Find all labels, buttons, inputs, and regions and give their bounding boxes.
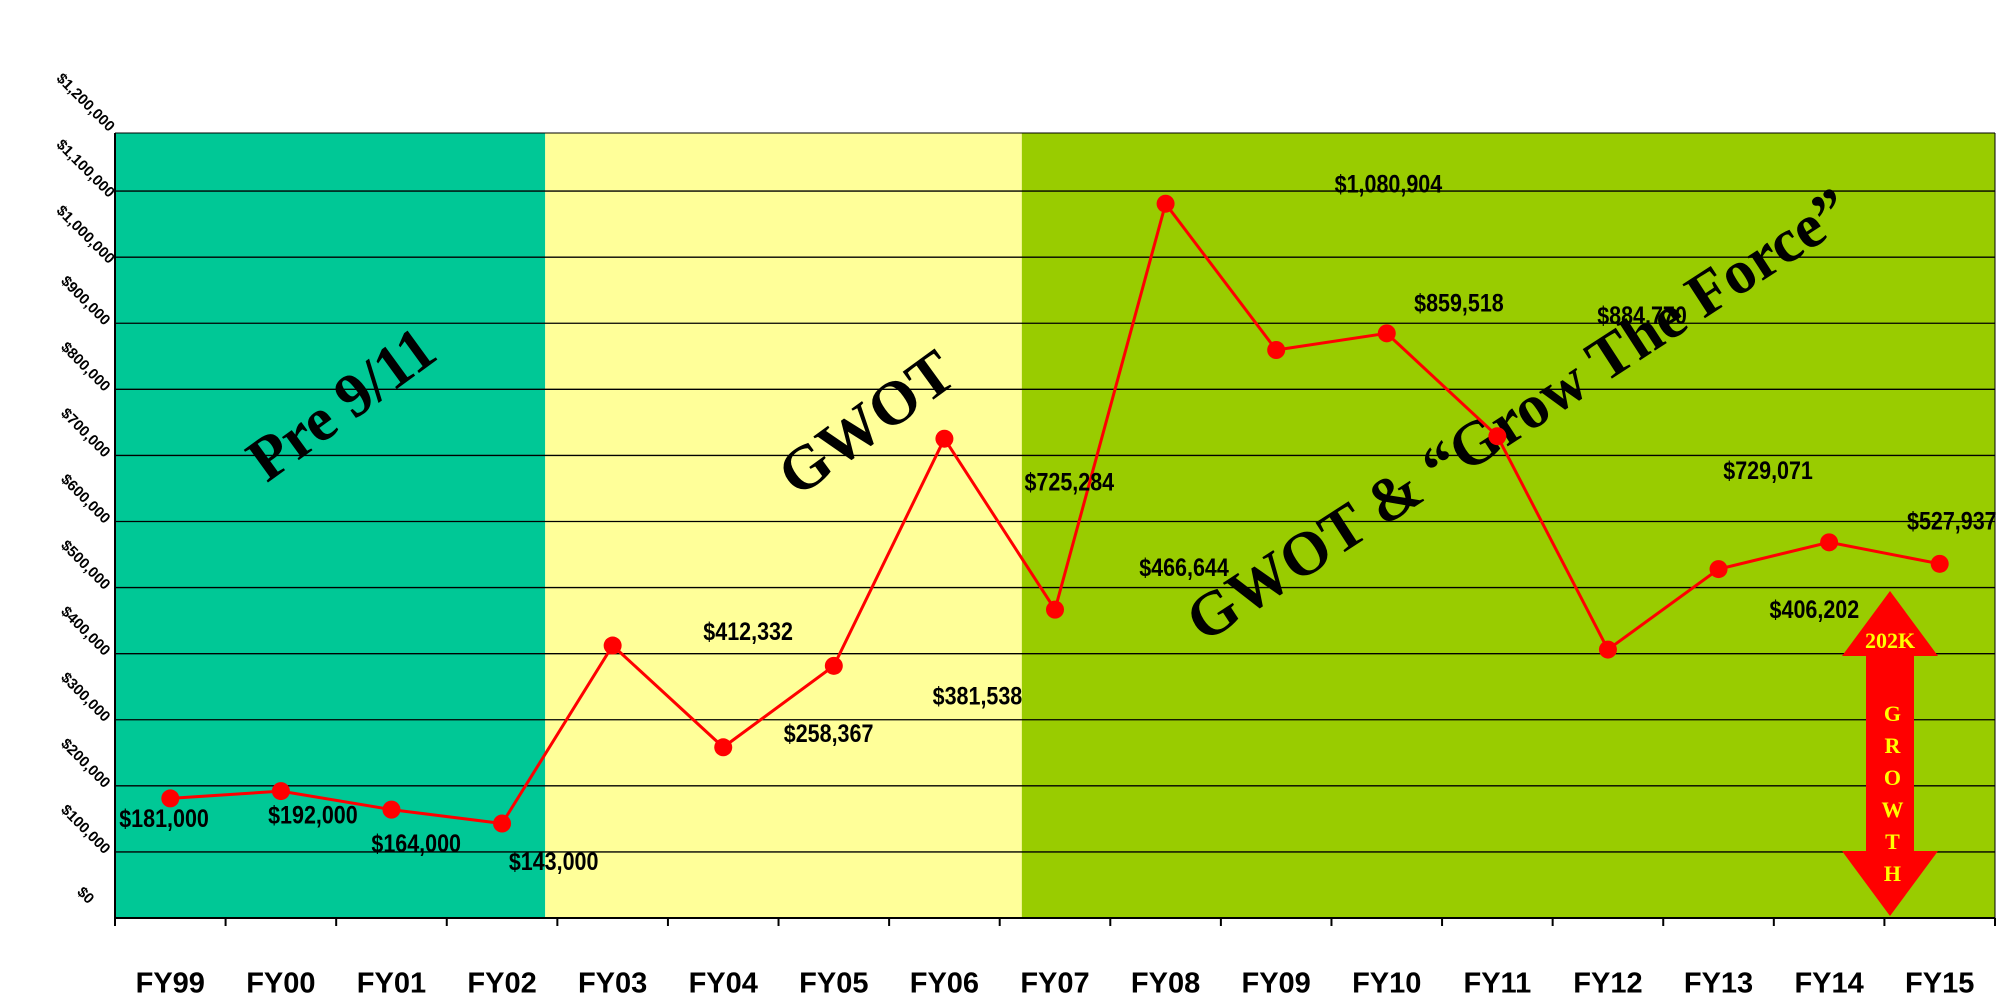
y-tick-label: $100,000 xyxy=(57,801,113,857)
y-tick-label: $1,000,000 xyxy=(53,202,118,267)
value-label: $412,332 xyxy=(703,618,793,646)
value-label: $884,770 xyxy=(1597,301,1687,329)
x-tick-label: FY11 xyxy=(1463,968,1531,1000)
value-label: $1,080,904 xyxy=(1335,170,1443,198)
x-tick-label: FY12 xyxy=(1573,968,1642,1000)
data-point xyxy=(1156,194,1175,213)
y-tick-label: $700,000 xyxy=(57,405,113,461)
annotation-title: 202K xyxy=(1865,628,1915,653)
data-point xyxy=(1709,560,1728,579)
x-tick-label: FY14 xyxy=(1794,968,1863,1000)
y-tick-label: $400,000 xyxy=(57,603,113,659)
region-band xyxy=(545,133,1022,918)
annotation-text: GROWTH xyxy=(1880,701,1905,893)
y-tick-label: $300,000 xyxy=(57,669,113,725)
growth-arrow xyxy=(1842,591,1938,916)
data-point xyxy=(1046,600,1064,619)
data-point xyxy=(1267,341,1286,360)
x-tick-label: FY05 xyxy=(799,968,868,1000)
y-tick-label: $0 xyxy=(73,884,97,908)
y-tick-label: $900,000 xyxy=(57,273,113,329)
x-tick-label: FY15 xyxy=(1905,968,1974,1000)
y-tick-label: $800,000 xyxy=(57,339,113,395)
value-label: $406,202 xyxy=(1770,596,1860,624)
value-label: $729,071 xyxy=(1723,456,1813,484)
region-band xyxy=(1021,133,1995,918)
data-point xyxy=(1488,427,1507,446)
data-point xyxy=(1930,554,1949,573)
x-tick-label: FY02 xyxy=(467,968,536,1000)
data-point xyxy=(161,789,180,808)
value-label: $192,000 xyxy=(268,801,358,829)
data-point xyxy=(935,429,954,448)
value-label: $143,000 xyxy=(509,848,599,876)
value-label: $258,367 xyxy=(784,719,874,747)
data-point xyxy=(382,800,401,819)
x-tick-label: FY07 xyxy=(1020,968,1089,1000)
x-tick-label: FY00 xyxy=(246,968,315,1000)
value-label: $725,284 xyxy=(1025,468,1115,496)
x-tick-label: FY99 xyxy=(136,968,205,1000)
data-point xyxy=(714,738,733,757)
data-point xyxy=(1598,640,1617,659)
value-label: $859,518 xyxy=(1414,289,1504,317)
y-tick-label: $200,000 xyxy=(57,735,113,791)
y-tick-label: $500,000 xyxy=(57,537,113,593)
x-tick-label: FY13 xyxy=(1684,968,1753,1000)
y-tick-label: $1,100,000 xyxy=(53,136,118,201)
x-tick-label: FY10 xyxy=(1352,968,1421,1000)
value-label: $181,000 xyxy=(119,804,209,832)
x-tick-label: FY06 xyxy=(910,968,979,1000)
region-band xyxy=(115,133,546,918)
x-tick-label: FY03 xyxy=(578,968,647,1000)
y-tick-label: $600,000 xyxy=(57,471,113,527)
data-point xyxy=(603,636,622,655)
data-point xyxy=(1820,533,1839,552)
data-point xyxy=(1377,324,1396,343)
x-tick-label: FY08 xyxy=(1131,968,1200,1000)
data-point xyxy=(271,782,290,801)
x-tick-label: FY04 xyxy=(689,968,758,1000)
value-label: $164,000 xyxy=(371,830,461,858)
value-label: $381,538 xyxy=(933,682,1023,710)
value-label: $466,644 xyxy=(1139,554,1229,582)
value-label: $527,937 xyxy=(1907,507,1997,535)
x-tick-label: FY09 xyxy=(1242,968,1311,1000)
data-point xyxy=(824,656,843,675)
y-tick-label: $1,200,000 xyxy=(53,70,118,135)
x-tick-label: FY01 xyxy=(357,968,426,1000)
data-point xyxy=(493,814,512,833)
